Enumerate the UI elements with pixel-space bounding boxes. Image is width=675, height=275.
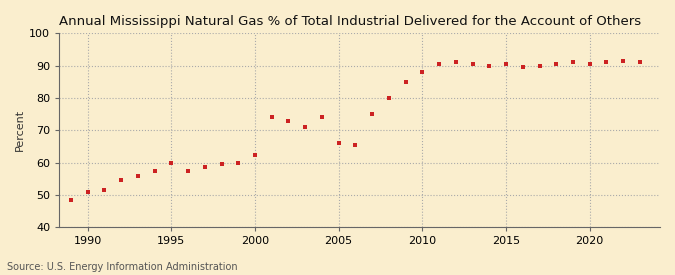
- Point: [400, 79, 411, 84]
- Point: [65, 197, 76, 202]
- Y-axis label: Percent: Percent: [15, 109, 25, 151]
- Point: [484, 64, 495, 68]
- Text: Source: U.S. Energy Information Administration: Source: U.S. Energy Information Administ…: [7, 262, 238, 272]
- Point: [199, 165, 210, 170]
- Point: [132, 173, 143, 178]
- Point: [618, 59, 628, 63]
- Point: [551, 62, 562, 66]
- Point: [149, 169, 160, 173]
- Point: [300, 125, 310, 129]
- Point: [517, 65, 528, 70]
- Point: [317, 115, 327, 120]
- Point: [601, 60, 612, 65]
- Point: [568, 60, 578, 65]
- Point: [333, 141, 344, 145]
- Point: [501, 62, 512, 66]
- Point: [534, 64, 545, 68]
- Point: [233, 160, 244, 165]
- Point: [82, 189, 93, 194]
- Point: [585, 62, 595, 66]
- Point: [383, 96, 394, 100]
- Point: [166, 160, 177, 165]
- Point: [450, 60, 461, 65]
- Text: Annual Mississippi Natural Gas % of Total Industrial Delivered for the Account o: Annual Mississippi Natural Gas % of Tota…: [59, 15, 641, 28]
- Point: [467, 62, 478, 66]
- Point: [115, 178, 126, 183]
- Point: [99, 188, 110, 192]
- Point: [216, 162, 227, 166]
- Point: [250, 152, 261, 157]
- Point: [183, 169, 194, 173]
- Point: [417, 70, 428, 74]
- Point: [350, 143, 361, 147]
- Point: [634, 60, 645, 65]
- Point: [283, 118, 294, 123]
- Point: [267, 115, 277, 120]
- Point: [434, 62, 445, 66]
- Point: [367, 112, 377, 116]
